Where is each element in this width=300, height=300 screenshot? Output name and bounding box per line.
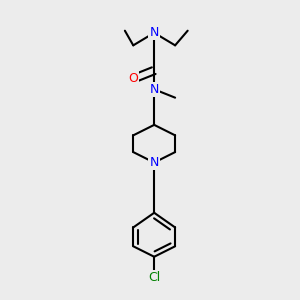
- Text: N: N: [149, 26, 159, 39]
- Text: O: O: [128, 72, 138, 85]
- Text: Cl: Cl: [148, 271, 160, 284]
- Text: N: N: [149, 83, 159, 96]
- Text: N: N: [149, 156, 159, 169]
